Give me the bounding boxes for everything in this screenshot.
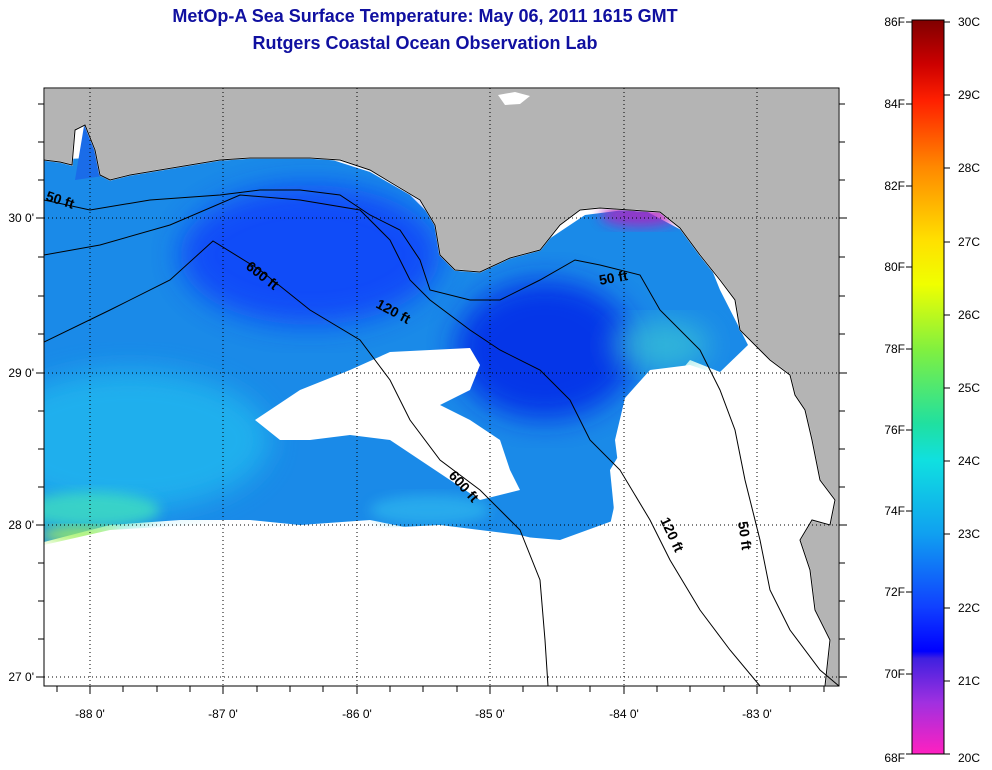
lat-tick-label: 30 0' <box>8 211 34 225</box>
contour-120ft <box>44 194 761 686</box>
colorbar-border <box>911 19 945 755</box>
fahrenheit-label: 72F <box>884 585 905 599</box>
lat-tick-label: 28 0' <box>8 518 34 532</box>
cloud-area <box>498 92 530 105</box>
warm-water-region <box>610 320 710 370</box>
lat-tick-label: 29 0' <box>8 366 34 380</box>
celsius-label: 24C <box>958 454 980 468</box>
celsius-label: 25C <box>958 381 980 395</box>
cloud-area <box>44 340 839 686</box>
colorbar-fahrenheit-labels: 86F 84F 82F 80F 78F 76F 74F 72F 70F 68F <box>884 15 905 765</box>
fahrenheit-label: 80F <box>884 260 905 274</box>
lon-tick-label: -84 0' <box>609 707 639 721</box>
lat-ticks <box>36 103 847 678</box>
lon-tick-label: -86 0' <box>342 707 372 721</box>
fahrenheit-label: 84F <box>884 97 905 111</box>
lon-ticks <box>56 686 825 694</box>
celsius-label: 20C <box>958 751 980 765</box>
fahrenheit-label: 86F <box>884 15 905 29</box>
warm-water-region <box>44 370 270 510</box>
fahrenheit-label: 74F <box>884 504 905 518</box>
contour-label: 50 ft <box>598 267 629 288</box>
fahrenheit-label: 68F <box>884 751 905 765</box>
celsius-label: 21C <box>958 674 980 688</box>
lat-axis-labels: 30 0' 29 0' 28 0' 27 0' <box>8 211 34 684</box>
celsius-label: 23C <box>958 527 980 541</box>
warm-water-region <box>44 492 160 528</box>
colorbar-ticks <box>906 21 950 755</box>
graticule <box>44 88 839 686</box>
map-title: MetOp-A Sea Surface Temperature: May 06,… <box>172 6 678 26</box>
cool-water-region <box>455 280 635 420</box>
colorbar: 86F 84F 82F 80F 78F 76F 74F 72F 70F 68F … <box>884 15 980 765</box>
celsius-label: 26C <box>958 308 980 322</box>
cloud-area <box>255 348 520 500</box>
fahrenheit-label: 76F <box>884 423 905 437</box>
lat-tick-label: 27 0' <box>8 670 34 684</box>
coastline <box>44 124 836 686</box>
lon-tick-label: -83 0' <box>742 707 772 721</box>
fahrenheit-label: 70F <box>884 667 905 681</box>
map-subtitle: Rutgers Coastal Ocean Observation Lab <box>252 33 598 53</box>
celsius-label: 30C <box>958 15 980 29</box>
celsius-label: 29C <box>958 88 980 102</box>
celsius-label: 28C <box>958 161 980 175</box>
contour-50ft <box>44 189 839 686</box>
colorbar-gradient <box>912 20 944 754</box>
celsius-label: 27C <box>958 235 980 249</box>
fahrenheit-label: 78F <box>884 342 905 356</box>
contour-600ft <box>44 240 549 686</box>
lon-tick-label: -87 0' <box>208 707 238 721</box>
lon-axis-labels: -88 0' -87 0' -86 0' -85 0' -84 0' -83 0… <box>75 707 772 721</box>
lon-tick-label: -88 0' <box>75 707 105 721</box>
cool-water-region <box>180 185 440 325</box>
celsius-label: 22C <box>958 601 980 615</box>
colorbar-celsius-labels: 30C 29C 28C 27C 26C 25C 24C 23C 22C 21C … <box>958 15 980 765</box>
lon-tick-label: -85 0' <box>475 707 505 721</box>
warm-water-region <box>370 495 490 525</box>
map-border <box>43 87 840 687</box>
fahrenheit-label: 82F <box>884 179 905 193</box>
contour-label: 50 ft <box>735 520 755 551</box>
